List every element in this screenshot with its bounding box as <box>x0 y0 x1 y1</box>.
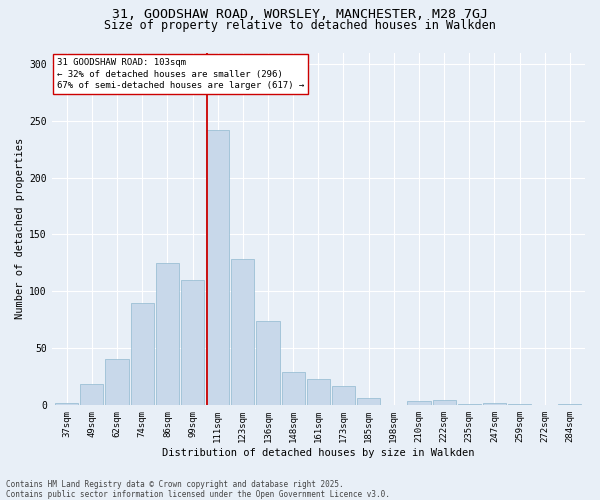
Bar <box>433 400 455 405</box>
Text: Contains HM Land Registry data © Crown copyright and database right 2025.
Contai: Contains HM Land Registry data © Crown c… <box>6 480 390 499</box>
Text: Size of property relative to detached houses in Walkden: Size of property relative to detached ho… <box>104 18 496 32</box>
Bar <box>80 384 103 405</box>
Bar <box>508 404 531 405</box>
Bar <box>256 320 280 405</box>
Bar <box>206 130 229 405</box>
Bar <box>307 378 330 405</box>
Bar <box>458 404 481 405</box>
Bar <box>483 402 506 405</box>
Bar <box>131 302 154 405</box>
Bar <box>55 402 79 405</box>
Bar <box>231 260 254 405</box>
Bar <box>332 386 355 405</box>
Bar <box>281 372 305 405</box>
Bar <box>106 360 128 405</box>
Bar <box>559 404 581 405</box>
Text: 31 GOODSHAW ROAD: 103sqm
← 32% of detached houses are smaller (296)
67% of semi-: 31 GOODSHAW ROAD: 103sqm ← 32% of detach… <box>57 58 304 90</box>
Bar <box>156 263 179 405</box>
Bar <box>357 398 380 405</box>
Y-axis label: Number of detached properties: Number of detached properties <box>15 138 25 320</box>
Text: 31, GOODSHAW ROAD, WORSLEY, MANCHESTER, M28 7GJ: 31, GOODSHAW ROAD, WORSLEY, MANCHESTER, … <box>112 8 488 20</box>
X-axis label: Distribution of detached houses by size in Walkden: Distribution of detached houses by size … <box>162 448 475 458</box>
Bar <box>181 280 204 405</box>
Bar <box>407 402 431 405</box>
